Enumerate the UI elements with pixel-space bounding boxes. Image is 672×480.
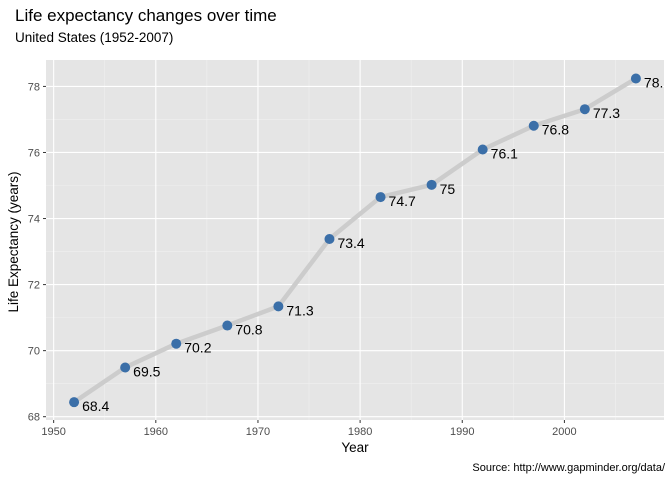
data-labels: 68.4 69.5 70.2 70.8 71.3 73.4 74.7 75 76.1 76.8 77… [82,74,663,414]
data-label: 69.5 [133,363,160,379]
x-tick-label: 1960 [144,426,168,438]
data-point [273,301,284,312]
data-point [171,338,182,349]
data-label: 78. [644,74,663,90]
y-axis: 68 70 72 74 76 78 [28,81,46,424]
minor-gridlines [46,60,664,420]
chart-caption: Source: http://www.gapminder.org/data/ [472,462,666,474]
data-point [324,234,335,245]
data-point [528,120,539,131]
life-expectancy-line [71,76,639,405]
chart-subtitle: United States (1952-2007) [15,30,173,45]
data-label: 71.3 [286,302,313,318]
y-tick-label: 74 [28,214,40,226]
data-point [120,362,131,373]
x-axis-title: Year [341,440,369,455]
data-point [630,73,641,84]
chart-title: Life expectancy changes over time [15,6,277,25]
y-tick-label: 76 [28,147,40,159]
data-label: 76.8 [542,122,569,138]
data-label: 76.1 [491,146,518,162]
x-tick-label: 1970 [246,426,270,438]
y-tick-label: 68 [28,412,40,424]
x-tick-label: 2000 [552,426,576,438]
data-label: 70.2 [184,340,211,356]
data-point [222,320,233,331]
data-label: 75 [440,181,456,197]
y-tick-label: 72 [28,280,40,292]
data-point [426,179,437,190]
data-points [69,73,641,408]
x-tick-label: 1990 [450,426,474,438]
data-label: 68.4 [82,398,109,414]
x-tick-label: 1950 [41,426,65,438]
x-axis: 1950 1960 1970 1980 1990 2000 [41,420,577,438]
y-tick-label: 78 [28,81,40,93]
data-label: 74.7 [389,193,416,209]
data-label: 70.8 [235,322,262,338]
data-label: 77.3 [593,105,620,121]
data-label: 73.4 [337,235,364,251]
data-point [375,192,386,203]
y-axis-title: Life Expectancy (years) [6,171,21,312]
data-point [477,144,488,155]
plot-panel [46,60,664,420]
x-tick-label: 1980 [348,426,372,438]
y-tick-label: 70 [28,346,40,358]
series-line [71,76,639,405]
data-point [579,104,590,115]
major-gridlines [46,60,664,420]
data-point [69,397,80,408]
